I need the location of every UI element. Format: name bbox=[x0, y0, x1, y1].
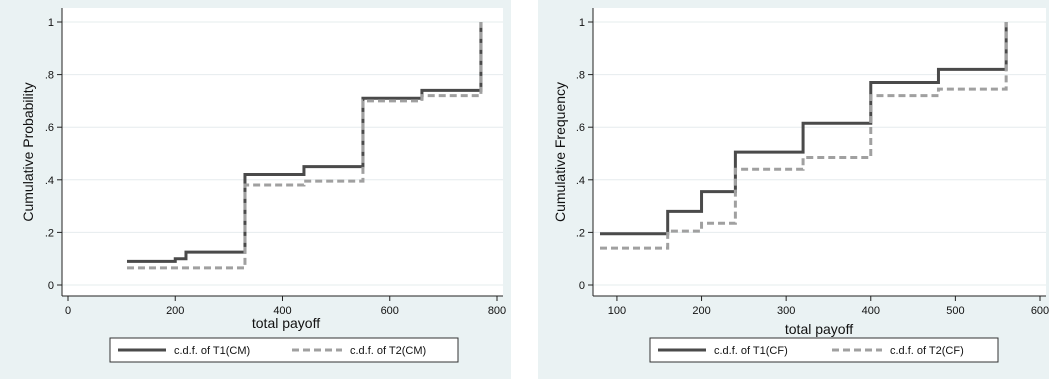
x-tick-label: 800 bbox=[488, 305, 506, 317]
x-tick-label: 300 bbox=[777, 305, 795, 317]
y-tick-label: .2 bbox=[576, 227, 585, 239]
y-tick-label: .2 bbox=[45, 227, 54, 239]
x-tick-label: 0 bbox=[65, 305, 71, 317]
legend-label-t2: c.d.f. of T2(CF) bbox=[890, 345, 964, 357]
legend: c.d.f. of T1(CF) c.d.f. of T2(CF) bbox=[649, 337, 999, 363]
legend-box bbox=[109, 337, 459, 363]
plot-area bbox=[62, 8, 503, 296]
cdf-chart-cm: 0 .2 .4 .6 .8 1 0 200 400 600 800 total payoff Cum… bbox=[20, 8, 506, 363]
y-tick-label: .6 bbox=[45, 122, 54, 134]
y-tick-label: .4 bbox=[576, 175, 585, 187]
x-axis-title: total payoff bbox=[785, 321, 853, 337]
x-tick-label: 100 bbox=[608, 305, 626, 317]
x-tick-label: 200 bbox=[692, 305, 710, 317]
legend-box bbox=[649, 337, 999, 363]
x-tick-label: 400 bbox=[273, 305, 291, 317]
legend-label-t2: c.d.f. of T2(CM) bbox=[350, 345, 426, 357]
plot-area bbox=[593, 8, 1046, 296]
legend-label-t1: c.d.f. of T1(CM) bbox=[174, 345, 250, 357]
y-tick-label: .8 bbox=[576, 70, 585, 82]
series-line-t2 bbox=[126, 22, 483, 270]
legend-label-t1: c.d.f. of T1(CF) bbox=[714, 345, 788, 357]
y-tick-label: 1 bbox=[48, 17, 54, 29]
y-tick-label: 1 bbox=[579, 17, 585, 29]
cdf-chart-cf: 0 .2 .4 .6 .8 1 100 200 300 400 500 600 total payof… bbox=[552, 8, 1049, 363]
x-tick-label: 500 bbox=[946, 305, 964, 317]
x-tick-label: 400 bbox=[862, 305, 880, 317]
series-line-t1 bbox=[126, 22, 483, 263]
y-tick-label: .6 bbox=[576, 122, 585, 134]
x-axis-title: total payoff bbox=[252, 315, 320, 331]
x-tick-label: 200 bbox=[166, 305, 184, 317]
y-tick-label: .4 bbox=[45, 175, 54, 187]
chart-panel-right: 0 .2 .4 .6 .8 1 100 200 300 400 500 600 total payof… bbox=[538, 0, 1049, 379]
series-line-t2 bbox=[600, 22, 1008, 250]
series-line-t1 bbox=[600, 22, 1008, 236]
x-tick-label: 600 bbox=[381, 305, 399, 317]
y-axis-title: Cumulative Frequency bbox=[552, 82, 568, 222]
legend: c.d.f. of T1(CM) c.d.f. of T2(CM) bbox=[109, 337, 459, 363]
x-tick-label: 600 bbox=[1031, 305, 1049, 317]
chart-panel-left: 0 .2 .4 .6 .8 1 0 200 400 600 800 total payoff Cum… bbox=[0, 0, 511, 379]
y-axis-title: Cumulative Probability bbox=[20, 82, 36, 221]
y-tick-label: 0 bbox=[579, 280, 585, 292]
y-tick-label: 0 bbox=[48, 280, 54, 292]
y-tick-label: .8 bbox=[45, 70, 54, 82]
